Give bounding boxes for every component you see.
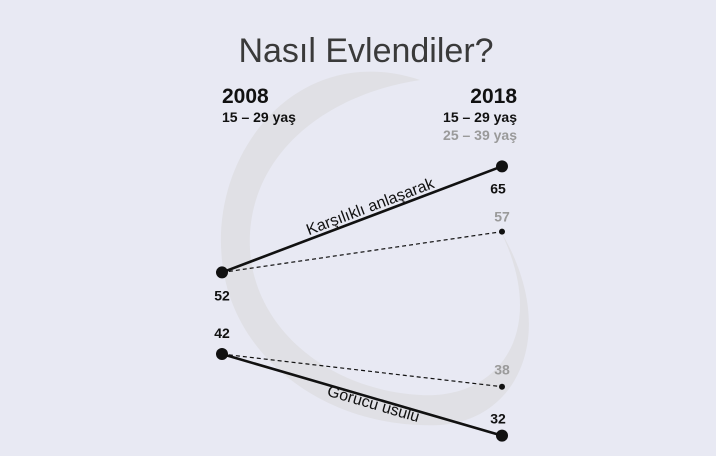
x-label-left: 2008: [222, 85, 269, 108]
end-point-small-1: [499, 228, 505, 235]
start-point-2: [216, 348, 228, 361]
x-sublabel-right-secondary: 25 – 39 yaş: [443, 127, 517, 143]
series-name-label-0: Karşılıklı anlaşarak: [304, 175, 437, 239]
x-sublabel-left: 15 – 29 yaş: [222, 109, 296, 125]
value-label-secondary-3: 38: [494, 362, 510, 378]
end-point-2: [496, 429, 508, 442]
end-point-small-3: [499, 383, 505, 390]
start-point-0: [216, 266, 228, 279]
value-label-start-0: 52: [214, 287, 230, 303]
value-label-end-0: 65: [490, 180, 506, 196]
series-line-dashed-3: [221, 353, 503, 388]
value-label-end-2: 32: [490, 411, 506, 427]
series-line-solid-0: [221, 165, 503, 274]
value-label-secondary-1: 57: [494, 209, 510, 225]
value-label-start-2: 42: [214, 325, 230, 341]
end-point-0: [496, 160, 508, 173]
background-swoosh-decoration: [220, 71, 529, 426]
x-sublabel-right-primary: 15 – 29 yaş: [443, 109, 517, 125]
x-label-right: 2018: [470, 85, 517, 108]
chart-title: Nasıl Evlendiler?: [238, 32, 493, 70]
series-line-dashed-1: [221, 231, 503, 274]
series-line-solid-2: [221, 352, 503, 437]
